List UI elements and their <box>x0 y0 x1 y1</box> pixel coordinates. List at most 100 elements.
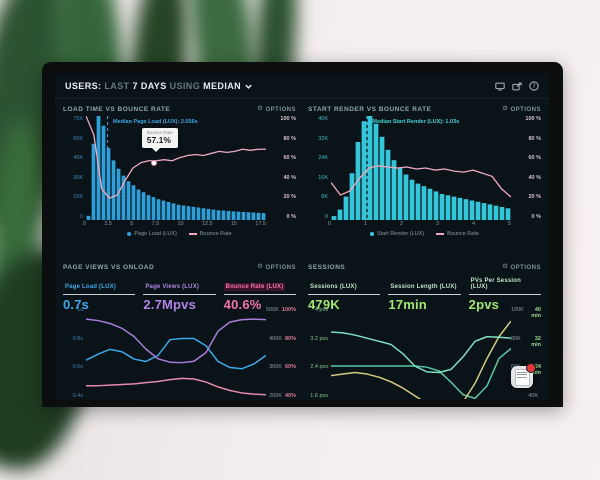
y-tick: 80K 32 min <box>511 336 541 348</box>
plot-area <box>331 307 511 399</box>
bar <box>216 210 221 220</box>
bar <box>196 207 201 220</box>
x-axis: 0 2.5 5 7.5 10 12.5 15 17.5 <box>83 221 266 227</box>
header-last-label: LAST <box>104 81 130 91</box>
panel-title: START RENDER VS BOUNCE RATE <box>308 106 432 113</box>
y-tick: 4 pvs <box>314 307 328 313</box>
options-button[interactable]: ⚙ OPTIONS <box>257 105 296 113</box>
gear-icon: ⚙ <box>502 105 509 113</box>
note-icon <box>514 368 530 386</box>
bar <box>403 174 409 220</box>
y-tick: 0 <box>79 213 83 220</box>
x-tick: 5 <box>130 221 134 227</box>
tick-primary: 300K <box>269 364 282 371</box>
options-button[interactable]: ⚙ OPTIONS <box>502 105 541 113</box>
bar <box>331 216 337 220</box>
metric-label: Page Views (LUX) <box>145 284 200 290</box>
x-tick: 2 <box>399 221 404 227</box>
dashboard-screen: USERS: LAST 7 DAYS USING MEDIAN <box>55 74 549 400</box>
panel-title: SESSIONS <box>308 264 346 271</box>
metric-label: Sessions (LUX) <box>310 284 357 290</box>
bar <box>151 197 156 220</box>
bar <box>191 206 196 220</box>
y-tick: 100 % <box>280 116 296 122</box>
y-axis-left: 4 pvs 3.2 pvs 2.4 pvs 1.6 pvs <box>308 307 331 399</box>
panel-sessions: SESSIONS ⚙ OPTIONS Sessions (LUX) 479K S… <box>308 261 541 399</box>
bar <box>409 179 415 220</box>
dashboard-header: USERS: LAST 7 DAYS USING MEDIAN <box>55 74 549 99</box>
x-tick: 0 <box>83 221 87 227</box>
x-tick: 12.5 <box>201 221 213 227</box>
metric-row: Sessions (LUX) 479K Session Length (LUX)… <box>308 275 541 312</box>
panel-load-time-vs-bounce-rate: LOAD TIME VS BOUNCE RATE ⚙ OPTIONS 75K 60… <box>63 103 296 257</box>
series-line-page-views-lux- <box>86 319 266 363</box>
options-button[interactable]: ⚙ OPTIONS <box>257 263 296 271</box>
x-tick: 17.5 <box>255 221 266 227</box>
options-button[interactable]: ⚙ OPTIONS <box>502 263 541 271</box>
x-axis: 0 1 2 3 4 5 <box>328 221 511 227</box>
help-icon[interactable]: ? <box>529 81 539 91</box>
bar <box>343 196 349 220</box>
x-tick: 10 <box>177 221 184 227</box>
bar <box>487 204 493 220</box>
metric-rule <box>388 294 461 295</box>
tooltip: Bounce Rate 57.1% <box>141 128 178 153</box>
y-tick: 0 % <box>531 213 541 220</box>
y-tick: 3.2 pvs <box>310 335 328 342</box>
bar <box>136 189 141 220</box>
x-tick: 15 <box>230 221 237 227</box>
header-days-label: 7 DAYS <box>132 81 167 91</box>
y-tick: 40 % <box>528 174 541 181</box>
gear-icon: ⚙ <box>257 105 264 113</box>
plot-area <box>86 307 266 399</box>
x-tick: 2.5 <box>104 221 112 227</box>
metric-pvs-per-session: PVs Per Session (LUX) 2pvs <box>468 275 541 312</box>
bar <box>337 209 343 220</box>
bar <box>475 201 481 220</box>
monitor-icon[interactable] <box>495 82 505 91</box>
metric-label: Bounce Rate (LUX) <box>223 283 286 291</box>
bar <box>221 210 226 220</box>
legend-label: Start Render (LUX) <box>377 231 425 237</box>
tick-primary: 100K <box>511 307 524 313</box>
bar <box>126 181 131 220</box>
laptop-bezel: USERS: LAST 7 DAYS USING MEDIAN <box>42 62 563 407</box>
bar <box>373 123 379 220</box>
bar <box>181 205 186 220</box>
bar <box>246 212 251 220</box>
metric-label: Page Load (LUX) <box>65 284 117 290</box>
bar <box>251 212 256 220</box>
bar <box>499 207 505 220</box>
bar <box>166 201 171 220</box>
timeframe-selector[interactable]: USERS: LAST 7 DAYS USING MEDIAN <box>65 81 253 91</box>
bar <box>141 192 146 220</box>
y-tick: 0.6s <box>72 364 83 371</box>
metric-rule <box>308 294 381 295</box>
bar <box>391 160 397 220</box>
bar <box>121 175 126 220</box>
tick-primary: 400K <box>269 335 282 342</box>
tick-secondary: 100% <box>281 307 296 313</box>
bar <box>457 197 463 220</box>
bar <box>256 212 261 220</box>
chat-widget-button[interactable] <box>511 363 536 388</box>
bar <box>106 147 111 220</box>
share-icon[interactable] <box>512 82 522 91</box>
y-tick: 1s <box>77 307 83 313</box>
series-line-sessions-lux- <box>331 348 511 398</box>
y-axis-right: 100 % 80 % 60 % 40 % 20 % 0 % <box>511 116 541 220</box>
y-tick: 16K <box>318 174 328 181</box>
plot-area: Median Page Load (LUX): 2.056s Bounce Ra… <box>86 116 266 220</box>
metric-rule <box>468 294 541 295</box>
metric-rule <box>223 294 296 295</box>
x-tick: 7.5 <box>151 221 160 227</box>
bar <box>397 168 403 220</box>
y-tick: 0.8s <box>72 335 83 342</box>
tooltip-marker <box>150 159 157 166</box>
y-tick: 60 % <box>283 155 296 162</box>
y-tick: 400K 80% <box>266 336 296 342</box>
header-using-label: USING <box>169 81 201 91</box>
legend-label: Bounce Rate <box>199 231 232 237</box>
bar <box>505 208 511 220</box>
y-tick: 2.4 pvs <box>310 364 328 371</box>
